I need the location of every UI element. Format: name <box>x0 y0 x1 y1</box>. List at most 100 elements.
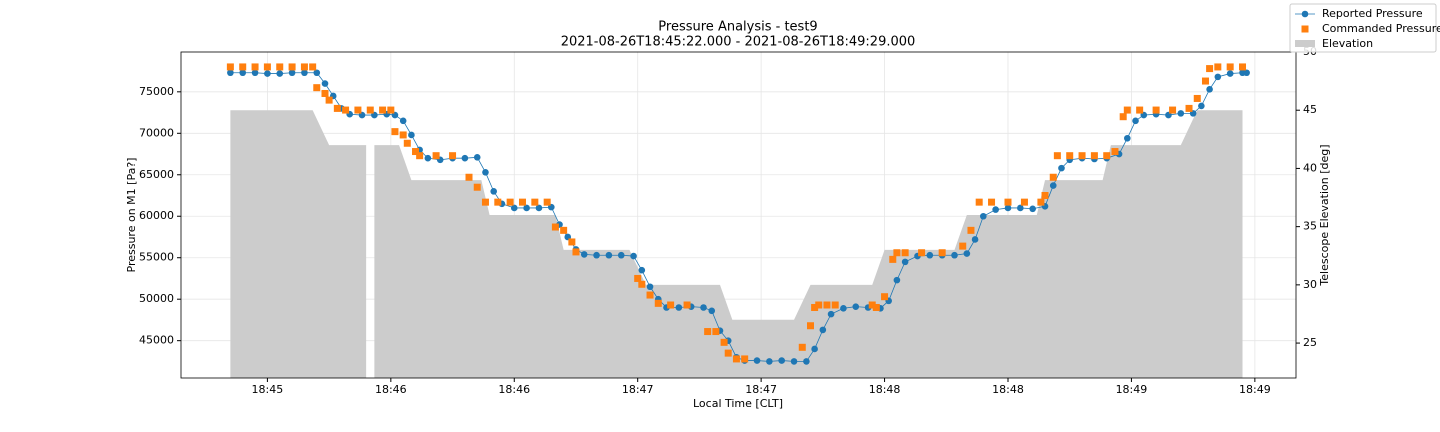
circle-marker <box>827 310 835 318</box>
circle-marker <box>461 154 469 162</box>
square-marker <box>300 63 308 71</box>
square-marker <box>263 63 271 71</box>
square-marker <box>831 301 839 309</box>
x-tick-label: 18:46 <box>375 383 407 396</box>
chart-title: Pressure Analysis - test9 <box>658 20 817 35</box>
circle-marker <box>251 69 259 77</box>
square-marker <box>325 96 333 104</box>
legend-marker <box>1301 25 1309 33</box>
square-marker <box>1123 106 1131 114</box>
square-marker <box>481 198 489 206</box>
square-marker <box>416 152 424 160</box>
circle-marker <box>675 304 683 311</box>
square-marker <box>399 131 407 139</box>
circle-marker <box>1004 204 1012 212</box>
square-marker <box>634 274 642 282</box>
square-marker <box>654 299 662 307</box>
circle-marker <box>1177 110 1185 117</box>
circle-marker <box>638 266 646 274</box>
square-marker <box>724 349 732 357</box>
square-marker <box>807 322 815 330</box>
square-marker <box>403 139 411 147</box>
circle-marker <box>1017 204 1024 212</box>
y2-tick-label: 35 <box>1303 220 1317 233</box>
circle-marker <box>992 206 999 213</box>
circle-marker <box>399 117 407 125</box>
legend-swatch <box>1295 40 1315 47</box>
square-marker <box>1049 173 1057 181</box>
circle-marker <box>753 357 761 364</box>
square-marker <box>494 198 502 206</box>
square-marker <box>518 198 526 206</box>
elevation-area <box>230 110 1243 378</box>
x-tick-label: 18:49 <box>1116 383 1148 396</box>
square-marker <box>239 63 247 71</box>
square-marker <box>1111 148 1119 156</box>
square-marker <box>889 255 897 263</box>
chart-subtitle: 2021-08-26T18:45:22.000 - 2021-08-26T18:… <box>561 35 916 50</box>
square-marker <box>321 89 329 97</box>
square-marker <box>1053 152 1061 160</box>
square-marker <box>572 248 580 256</box>
square-marker <box>333 104 341 112</box>
square-marker <box>881 293 889 301</box>
square-marker <box>551 223 559 231</box>
square-marker <box>531 198 539 206</box>
square-marker <box>276 63 284 71</box>
circle-marker <box>473 154 481 161</box>
legend-marker <box>1301 10 1309 18</box>
x-axis-label: Local Time [CLT] <box>693 397 783 410</box>
circle-marker <box>580 251 588 258</box>
circle-marker <box>227 69 234 77</box>
x-tick-label: 18:48 <box>992 383 1024 396</box>
x-tick-label: 18:48 <box>869 383 901 396</box>
circle-marker <box>1058 164 1065 172</box>
square-marker <box>815 301 823 309</box>
y2-tick-label: 30 <box>1303 278 1317 291</box>
square-marker <box>309 63 317 71</box>
square-marker <box>823 301 831 309</box>
square-marker <box>1037 198 1045 206</box>
square-marker <box>918 249 926 257</box>
square-marker <box>387 106 395 114</box>
circle-marker <box>617 251 625 259</box>
circle-marker <box>239 69 247 77</box>
circle-marker <box>605 251 613 259</box>
y-tick-label: 45000 <box>139 334 174 347</box>
circle-marker <box>778 357 786 364</box>
y2-tick-label: 25 <box>1303 336 1317 349</box>
circle-marker <box>510 204 518 212</box>
circle-marker <box>1226 70 1234 77</box>
legend-label: Commanded Pressure <box>1322 22 1440 35</box>
square-marker <box>1239 63 1247 71</box>
circle-marker <box>803 358 810 365</box>
y-tick-label: 65000 <box>139 168 174 181</box>
y-tick-label: 70000 <box>139 126 174 139</box>
square-marker <box>1185 104 1193 112</box>
circle-marker <box>1029 205 1036 213</box>
square-marker <box>288 63 296 71</box>
circle-marker <box>766 358 773 365</box>
legend-label: Reported Pressure <box>1322 7 1423 20</box>
x-tick-label: 18:47 <box>622 383 654 396</box>
circle-marker <box>321 80 329 87</box>
square-marker <box>638 280 646 288</box>
square-marker <box>473 183 481 191</box>
square-marker <box>1193 94 1201 102</box>
square-marker <box>1103 152 1111 160</box>
legend-label: Elevation <box>1322 37 1373 50</box>
square-marker <box>1226 63 1234 71</box>
circle-marker <box>630 252 637 260</box>
square-marker <box>893 249 901 257</box>
square-marker <box>967 226 975 234</box>
square-marker <box>432 152 440 160</box>
y-tick-label: 60000 <box>139 209 174 222</box>
circle-marker <box>408 131 415 139</box>
square-marker <box>465 173 473 181</box>
circle-marker <box>482 168 489 176</box>
circle-marker <box>276 70 284 77</box>
square-marker <box>872 303 880 311</box>
square-marker <box>342 106 350 114</box>
circle-marker <box>708 307 716 315</box>
